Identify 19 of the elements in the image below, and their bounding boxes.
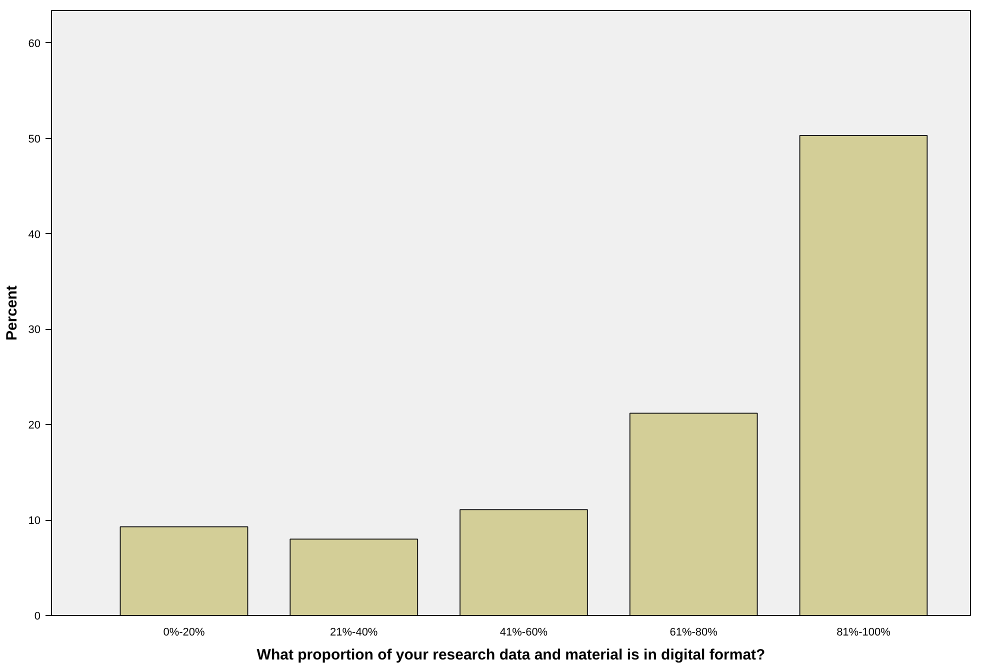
- y-tick-label: 50: [28, 133, 41, 146]
- y-axis-title: Percent: [3, 285, 20, 341]
- x-axis-title: What proportion of your research data and material is in digital format?: [256, 646, 766, 664]
- y-tick-label: 20: [28, 420, 41, 432]
- x-tick-label: 21%-40%: [330, 626, 378, 638]
- bar: [629, 412, 758, 616]
- x-tick-label: 61%-80%: [670, 626, 718, 638]
- y-tick-label: 10: [28, 515, 41, 528]
- bar: [290, 538, 418, 616]
- bar: [120, 526, 248, 616]
- x-tick-label: 0%-20%: [163, 626, 206, 638]
- x-tick-label: 41%-60%: [500, 626, 548, 638]
- x-tick-label: 81%-100%: [836, 626, 891, 638]
- y-tick-label: 30: [28, 324, 41, 336]
- bar: [799, 135, 928, 616]
- bar: [460, 509, 588, 616]
- y-tick-label: 60: [28, 38, 41, 50]
- y-tick-label: 0: [34, 610, 41, 622]
- y-tick-label: 40: [28, 228, 41, 241]
